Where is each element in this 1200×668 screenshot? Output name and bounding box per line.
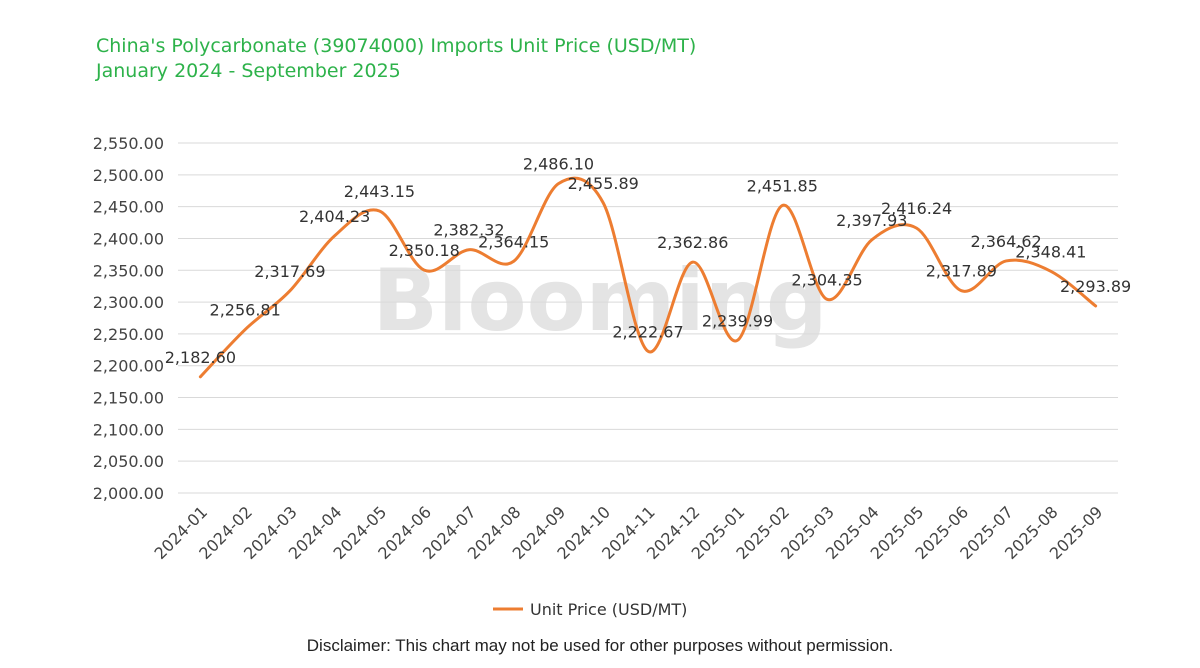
chart-title: China's Polycarbonate (39074000) Imports… — [96, 35, 697, 57]
y-tick-label: 2,000.00 — [93, 484, 164, 503]
data-label: 2,350.18 — [389, 241, 460, 260]
chart-subtitle: January 2024 - September 2025 — [96, 60, 401, 82]
data-label: 2,364.62 — [970, 232, 1041, 251]
data-label: 2,256.81 — [210, 301, 281, 320]
data-label: 2,486.10 — [523, 155, 594, 174]
data-point — [377, 209, 381, 213]
y-tick-label: 2,500.00 — [93, 166, 164, 185]
data-point — [422, 268, 426, 272]
series-line — [198, 176, 1098, 379]
x-axis: 2024-012024-022024-032024-042024-052024-… — [150, 502, 1106, 563]
y-tick-label: 2,150.00 — [93, 389, 164, 408]
data-label: 2,317.69 — [254, 262, 325, 281]
data-point — [1004, 259, 1008, 263]
y-tick-label: 2,050.00 — [93, 452, 164, 471]
data-label: 2,443.15 — [344, 182, 415, 201]
data-label: 2,348.41 — [1015, 242, 1086, 261]
data-point — [691, 260, 695, 264]
y-tick-label: 2,100.00 — [93, 420, 164, 439]
data-label: 2,293.89 — [1060, 277, 1131, 296]
data-point — [1094, 304, 1098, 308]
data-label: 2,404.23 — [299, 207, 370, 226]
data-point — [243, 328, 247, 332]
y-tick-label: 2,450.00 — [93, 198, 164, 217]
y-tick-label: 2,400.00 — [93, 229, 164, 248]
data-point — [1049, 269, 1053, 273]
chart-title-block: China's Polycarbonate (39074000) Imports… — [96, 34, 696, 84]
data-point — [646, 349, 650, 353]
y-tick-label: 2,250.00 — [93, 325, 164, 344]
data-label: 2,362.86 — [657, 233, 728, 252]
data-point — [959, 289, 963, 293]
data-label: 2,317.89 — [926, 262, 997, 281]
data-point — [736, 338, 740, 342]
data-label: 2,455.89 — [568, 174, 639, 193]
data-point — [198, 375, 202, 379]
data-label: 2,239.99 — [702, 311, 773, 330]
y-axis: 2,000.00 2,050.00 2,100.00 2,150.00 2,200.00… — [93, 134, 164, 503]
data-label: 2,451.85 — [747, 176, 818, 195]
y-tick-label: 2,550.00 — [93, 134, 164, 153]
disclaimer-text: Disclaimer: This chart may not be used f… — [306, 636, 894, 655]
data-point — [467, 248, 471, 252]
data-label: 2,382.32 — [433, 221, 504, 240]
data-label: 2,397.93 — [836, 211, 907, 230]
data-point — [825, 297, 829, 301]
data-point — [601, 201, 605, 205]
data-label: 2,222.67 — [612, 322, 683, 341]
data-point — [780, 203, 784, 207]
y-tick-label: 2,200.00 — [93, 357, 164, 376]
data-point — [333, 234, 337, 238]
y-tick-label: 2,350.00 — [93, 261, 164, 280]
data-label: 2,182.60 — [165, 348, 236, 367]
legend-label: Unit Price (USD/MT) — [530, 600, 687, 619]
data-point — [556, 182, 560, 186]
legend: Unit Price (USD/MT) — [493, 600, 687, 619]
data-point — [870, 238, 874, 242]
y-tick-label: 2,300.00 — [93, 293, 164, 312]
data-point — [512, 259, 516, 263]
data-label: 2,416.24 — [881, 199, 952, 218]
data-point — [288, 289, 292, 293]
data-labels: 2,182.60 2,256.81 2,317.69 2,404.23 2,443.15… — [165, 155, 1131, 367]
data-label: 2,304.35 — [791, 270, 862, 289]
gridlines — [178, 142, 1118, 494]
data-label: 2,364.15 — [478, 232, 549, 251]
data-point — [915, 226, 919, 230]
